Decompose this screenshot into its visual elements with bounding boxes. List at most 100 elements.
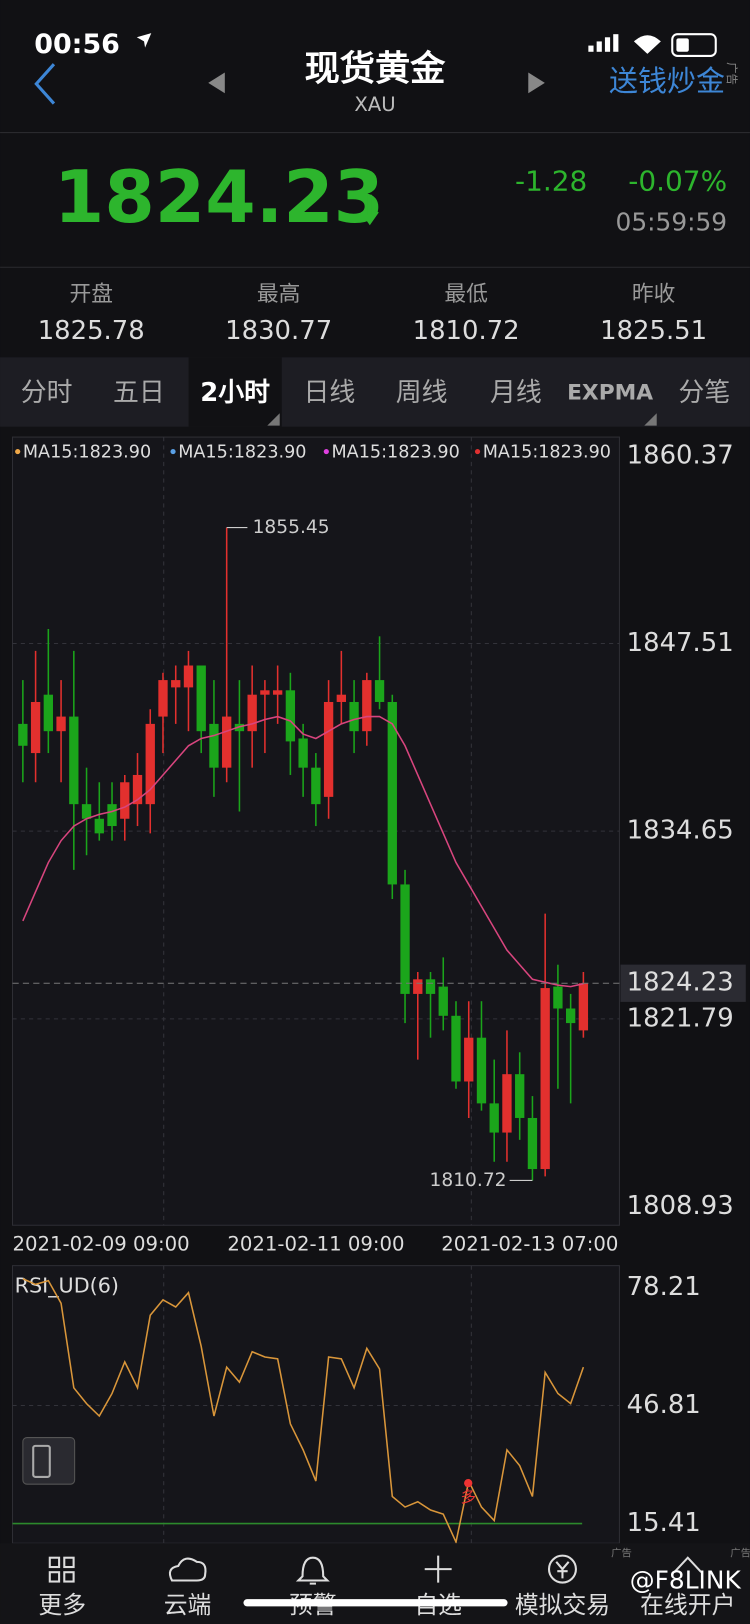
ad-tag: 广告 [725,62,739,85]
candle-body [222,716,232,768]
bottom-nav [0,1543,750,1624]
y-tick-label: 78.21 [627,1272,701,1302]
x-tick-label: 2021-02-11 09:00 [227,1232,404,1255]
tab[interactable]: 分笔 [678,378,730,408]
high-label: 1855.45 [253,517,330,538]
quote-time: 05:59:59 [616,208,728,237]
y-tick-label: 1821.79 [627,1003,734,1033]
phone-icon [32,1444,51,1478]
title: 现货黄金 [305,48,447,89]
nav-label[interactable]: 在线开户 [640,1591,735,1619]
candle-body [515,1074,525,1118]
stat-value: 1825.78 [38,316,145,346]
candle-body [540,988,550,1170]
candle-body [30,701,41,754]
legend-dot [15,448,21,455]
candle-body [18,723,28,746]
y-tick-label: 1834.65 [627,816,734,846]
candle-body [464,1037,474,1082]
tab[interactable]: 周线 [396,378,448,408]
candle-body [69,716,79,805]
rsi-frame [11,1265,620,1544]
tab[interactable]: 日线 [304,378,356,408]
stat-label: 最高 [257,282,300,307]
signal-dot [464,1479,473,1488]
stat-value: 1825.51 [600,316,707,346]
y-tick-label: 1808.93 [627,1191,734,1221]
status-time: 00:56 [34,29,120,60]
candle-body [362,680,372,732]
battery-level [676,38,689,52]
plot: 1860.37 1847.51 1834.65 1821.79 1808.93 MA15:… [12,440,746,1545]
candle-body [502,1074,512,1133]
symbol: XAU [354,93,395,116]
last-price-box [620,964,746,1002]
candle-body [374,680,385,702]
signal-icon [588,34,619,52]
tab[interactable]: 月线 [490,378,542,408]
candle-body [81,804,92,819]
y-tick-label: 15.41 [627,1508,701,1538]
prev-button[interactable] [208,72,225,94]
tab[interactable]: EXPMA [567,381,653,406]
signal-label: 多 [460,1488,476,1506]
candle-body [553,986,563,1009]
candle-body [400,884,410,994]
candle-body [298,738,308,768]
candle-body [171,680,181,688]
last-price: 1824.23 [54,156,384,240]
tabs: 分时 五日 2小时 日线 周线 月线 EXPMA 分笔 [21,378,730,408]
legend-label: MA15:1823.90 [483,443,611,463]
x-tick-label: 2021-02-09 09:00 [13,1232,190,1255]
nav-label[interactable]: 更多 [38,1591,86,1619]
watermark: @F8LINK [630,1566,742,1595]
change-percent: -0.07% [628,164,727,197]
legend-label: MA15:1823.90 [332,443,460,463]
tab[interactable]: 五日 [113,378,165,408]
candle-body [336,694,346,702]
candle-body [260,690,270,695]
y-tick-label: 1847.51 [627,628,734,658]
candle-body [387,701,397,885]
candle-body [183,665,194,688]
ma-line [22,715,584,988]
legend-label: MA15:1823.90 [23,443,151,463]
last-price-label: 1824.23 [627,968,734,998]
next-button[interactable] [528,72,545,94]
tab[interactable]: 分时 [21,378,73,408]
candle-body [56,716,66,732]
candle-body [94,818,104,834]
candle-body [438,986,448,1016]
candle-body [489,1103,499,1133]
stat-value: 1810.72 [413,316,520,346]
rsi-line [22,1278,585,1545]
tab-selected-bg [188,357,282,427]
candle-body [323,701,334,797]
candle-body [272,690,283,695]
tab[interactable]: 2小时 [200,378,270,408]
candle-body [209,723,219,768]
promo-link[interactable]: 送钱炒金 [609,64,725,98]
candle-body [578,983,589,1031]
nav-label[interactable]: 云端 [164,1591,212,1619]
stat-label: 昨收 [632,282,676,307]
legend-dot [323,448,329,455]
tab-bar [0,357,750,427]
x-tick-label: 2021-02-13 07:00 [441,1232,618,1255]
rsi-title: RSI_UD(6) [15,1273,119,1298]
battery-icon [671,33,717,57]
candle-body [107,804,117,827]
candle-body [145,723,155,805]
candle-body [158,680,168,717]
nav-label[interactable]: 模拟交易 [515,1591,610,1619]
legend-label: MA15:1823.90 [178,443,306,463]
wifi-icon [633,35,661,54]
back-button[interactable] [34,63,56,105]
candle-body [43,694,53,732]
candle-body [451,1015,461,1082]
ad-tag: 广告 [730,1547,750,1560]
ad-tag: 广告 [611,1547,632,1560]
location-icon [136,33,152,48]
